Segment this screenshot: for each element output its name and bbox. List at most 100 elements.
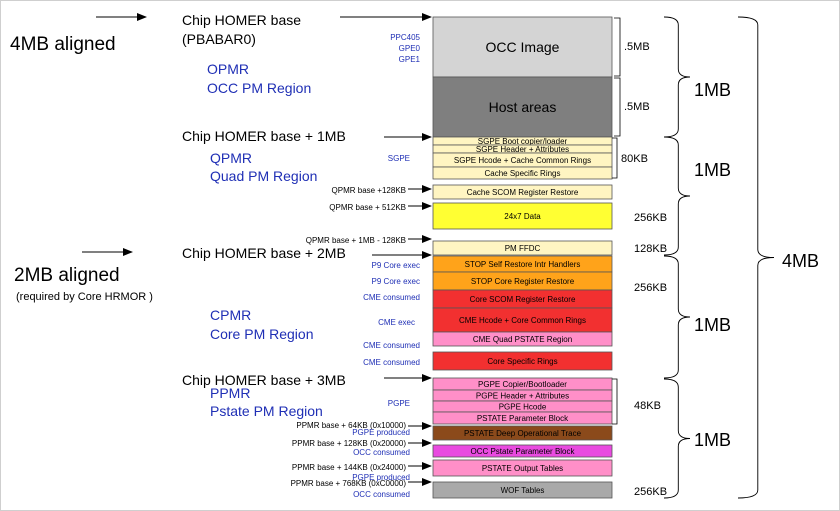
block-label-stop-self: STOP Self Restore Intr Handlers bbox=[465, 260, 581, 269]
size-label-size-128kb: 128KB bbox=[634, 243, 667, 255]
block-pstate-param bbox=[432, 411, 613, 425]
group-size-group-1mb-a: 1MB bbox=[694, 80, 731, 100]
label-2mb-aligned: 2MB aligned bbox=[14, 265, 120, 286]
marker-pbabar: (PBABAR0) bbox=[182, 31, 256, 47]
offset-qpmr-128: QPMR base +128KB bbox=[332, 186, 406, 195]
block-cme-hcode bbox=[432, 307, 613, 333]
text-labels: 4MB aligned 2MB aligned (required by Core … bbox=[10, 12, 819, 499]
note-cme-consumed-2: CME consumed bbox=[363, 341, 420, 350]
size-label-size-80kb: 80KB bbox=[621, 153, 648, 165]
group-size-group-1mb-b: 1MB bbox=[694, 160, 731, 180]
note-occ-consumed-1: OCC consumed bbox=[353, 448, 410, 457]
note-gpe1: GPE1 bbox=[399, 55, 421, 64]
note-cme-exec: CME exec bbox=[378, 318, 415, 327]
bracket-occ bbox=[614, 17, 621, 77]
block-label-cache-scom: Cache SCOM Register Restore bbox=[467, 188, 579, 197]
block-label-sgpe-header: SGPE Header + Attributes bbox=[476, 145, 569, 154]
block-label-pgpe-copier: PGPE Copier/Bootloader bbox=[478, 380, 567, 389]
block-label-sgpe-boot: SGPE Boot copier/loader bbox=[478, 137, 568, 146]
label-2mb-aligned-note: (required by Core HRMOR ) bbox=[16, 291, 153, 303]
block-label-pgpe-header: PGPE Header + Attributes bbox=[476, 391, 569, 400]
size-label-size-256kb-a: 256KB bbox=[634, 212, 667, 224]
note-p9-core-exec-1: P9 Core exec bbox=[372, 261, 420, 270]
size-label-size-occ: .5MB bbox=[624, 41, 650, 53]
block-pstate-output bbox=[432, 459, 613, 477]
size-label-size-256kb-c: 256KB bbox=[634, 486, 667, 498]
region-cpmr-2: Core PM Region bbox=[210, 326, 314, 342]
marker-homer-3mb: Chip HOMER base + 3MB bbox=[182, 372, 346, 388]
block-host-areas bbox=[432, 76, 613, 138]
bracket-80kb bbox=[612, 137, 618, 179]
note-sgpe: SGPE bbox=[388, 154, 410, 163]
block-label-occ-image: OCC Image bbox=[486, 39, 560, 55]
bracket-host bbox=[614, 77, 621, 137]
region-ppmr-1: PPMR bbox=[210, 385, 250, 401]
offset-ppmr-128: PPMR base + 128KB (0x20000) bbox=[292, 439, 406, 448]
block-pm-ffdc bbox=[432, 240, 613, 256]
block-label-pstate-output: PSTATE Output Tables bbox=[482, 464, 563, 473]
region-qpmr-2: Quad PM Region bbox=[210, 168, 317, 184]
block-label-pm-ffdc: PM FFDC bbox=[505, 244, 541, 253]
note-pgpe-produced-2: PGPE produced bbox=[352, 473, 410, 482]
offset-ppmr-768: PPMR base + 768KB (0xC0000) bbox=[291, 479, 407, 488]
brace-1mb-c bbox=[663, 255, 691, 379]
marker-homer-base: Chip HOMER base bbox=[182, 12, 301, 28]
region-cpmr-1: CPMR bbox=[210, 307, 251, 323]
size-label-size-256kb-b: 256KB bbox=[634, 282, 667, 294]
note-p9-core-exec-2: P9 Core exec bbox=[372, 277, 420, 286]
group-size-group-1mb-c: 1MB bbox=[694, 315, 731, 335]
block-wof-tables bbox=[432, 481, 613, 499]
offset-qpmr-512: QPMR base + 512KB bbox=[329, 203, 406, 212]
offset-ppmr-64: PPMR base + 64KB (0x10000) bbox=[296, 421, 406, 430]
offset-qpmr-1mb-128: QPMR base + 1MB - 128KB bbox=[306, 236, 406, 245]
block-core-specific bbox=[432, 351, 613, 371]
note-cme-consumed-3: CME consumed bbox=[363, 358, 420, 367]
region-qpmr-1: QPMR bbox=[210, 150, 252, 166]
block-label-core-specific: Core Specific Rings bbox=[487, 357, 557, 366]
group-size-group-1mb-d: 1MB bbox=[694, 430, 731, 450]
connector-lines bbox=[82, 13, 432, 486]
marker-homer-2mb: Chip HOMER base + 2MB bbox=[182, 245, 346, 261]
size-label-size-host: .5MB bbox=[624, 101, 650, 113]
block-label-cme-quad: CME Quad PSTATE Region bbox=[473, 335, 572, 344]
brace-1mb-a bbox=[663, 16, 691, 138]
block-pstate-deep bbox=[432, 425, 613, 441]
note-pgpe: PGPE bbox=[388, 399, 410, 408]
block-label-cache-specific: Cache Specific Rings bbox=[484, 169, 560, 178]
note-ppc405: PPC405 bbox=[390, 33, 420, 42]
block-label-wof-tables: WOF Tables bbox=[501, 486, 545, 495]
block-label-cme-hcode: CME Hcode + Core Common Rings bbox=[459, 316, 586, 325]
note-cme-consumed-1: CME consumed bbox=[363, 293, 420, 302]
block-label-occ-pstate: OCC Pstate Parameter Block bbox=[470, 447, 575, 456]
block-occ-image bbox=[432, 16, 613, 78]
note-gpe0: GPE0 bbox=[399, 44, 421, 53]
note-occ-consumed-2: OCC consumed bbox=[353, 490, 410, 499]
size-braces bbox=[612, 16, 775, 499]
label-4mb-aligned: 4MB aligned bbox=[10, 34, 116, 55]
block-label-pgpe-hcode: PGPE Hcode bbox=[499, 402, 547, 411]
block-cme-quad bbox=[432, 331, 613, 347]
brace-1mb-d bbox=[663, 378, 691, 499]
bracket-48kb bbox=[612, 378, 618, 425]
brace-4mb bbox=[737, 16, 775, 499]
brace-1mb-b bbox=[663, 136, 691, 256]
block-label-data-24x7: 24x7 Data bbox=[504, 212, 541, 221]
offset-ppmr-144: PPMR base + 144KB (0x24000) bbox=[292, 463, 406, 472]
region-opmr-2: OCC PM Region bbox=[207, 80, 311, 96]
block-cache-specific bbox=[432, 166, 613, 180]
block-data-24x7 bbox=[432, 202, 613, 230]
block-label-pstate-param: PSTATE Parameter Block bbox=[477, 414, 569, 423]
marker-homer-1mb: Chip HOMER base + 1MB bbox=[182, 128, 346, 144]
memory-blocks: OCC Image Host areas SGPE Boot copier/load… bbox=[432, 16, 613, 499]
group-size-group-4mb: 4MB bbox=[782, 251, 819, 271]
block-label-stop-core: STOP Core Register Restore bbox=[471, 277, 575, 286]
region-opmr-1: OPMR bbox=[207, 61, 249, 77]
block-label-core-scom: Core SCOM Register Restore bbox=[470, 295, 576, 304]
region-ppmr-2: Pstate PM Region bbox=[210, 403, 323, 419]
size-label-size-48kb: 48KB bbox=[634, 400, 661, 412]
note-pgpe-produced-1: PGPE produced bbox=[352, 428, 410, 437]
block-label-host-areas: Host areas bbox=[489, 99, 557, 115]
block-label-pstate-deep: PSTATE Deep Operational Trace bbox=[464, 429, 582, 438]
block-label-sgpe-hcode: SGPE Hcode + Cache Common Rings bbox=[454, 156, 591, 165]
